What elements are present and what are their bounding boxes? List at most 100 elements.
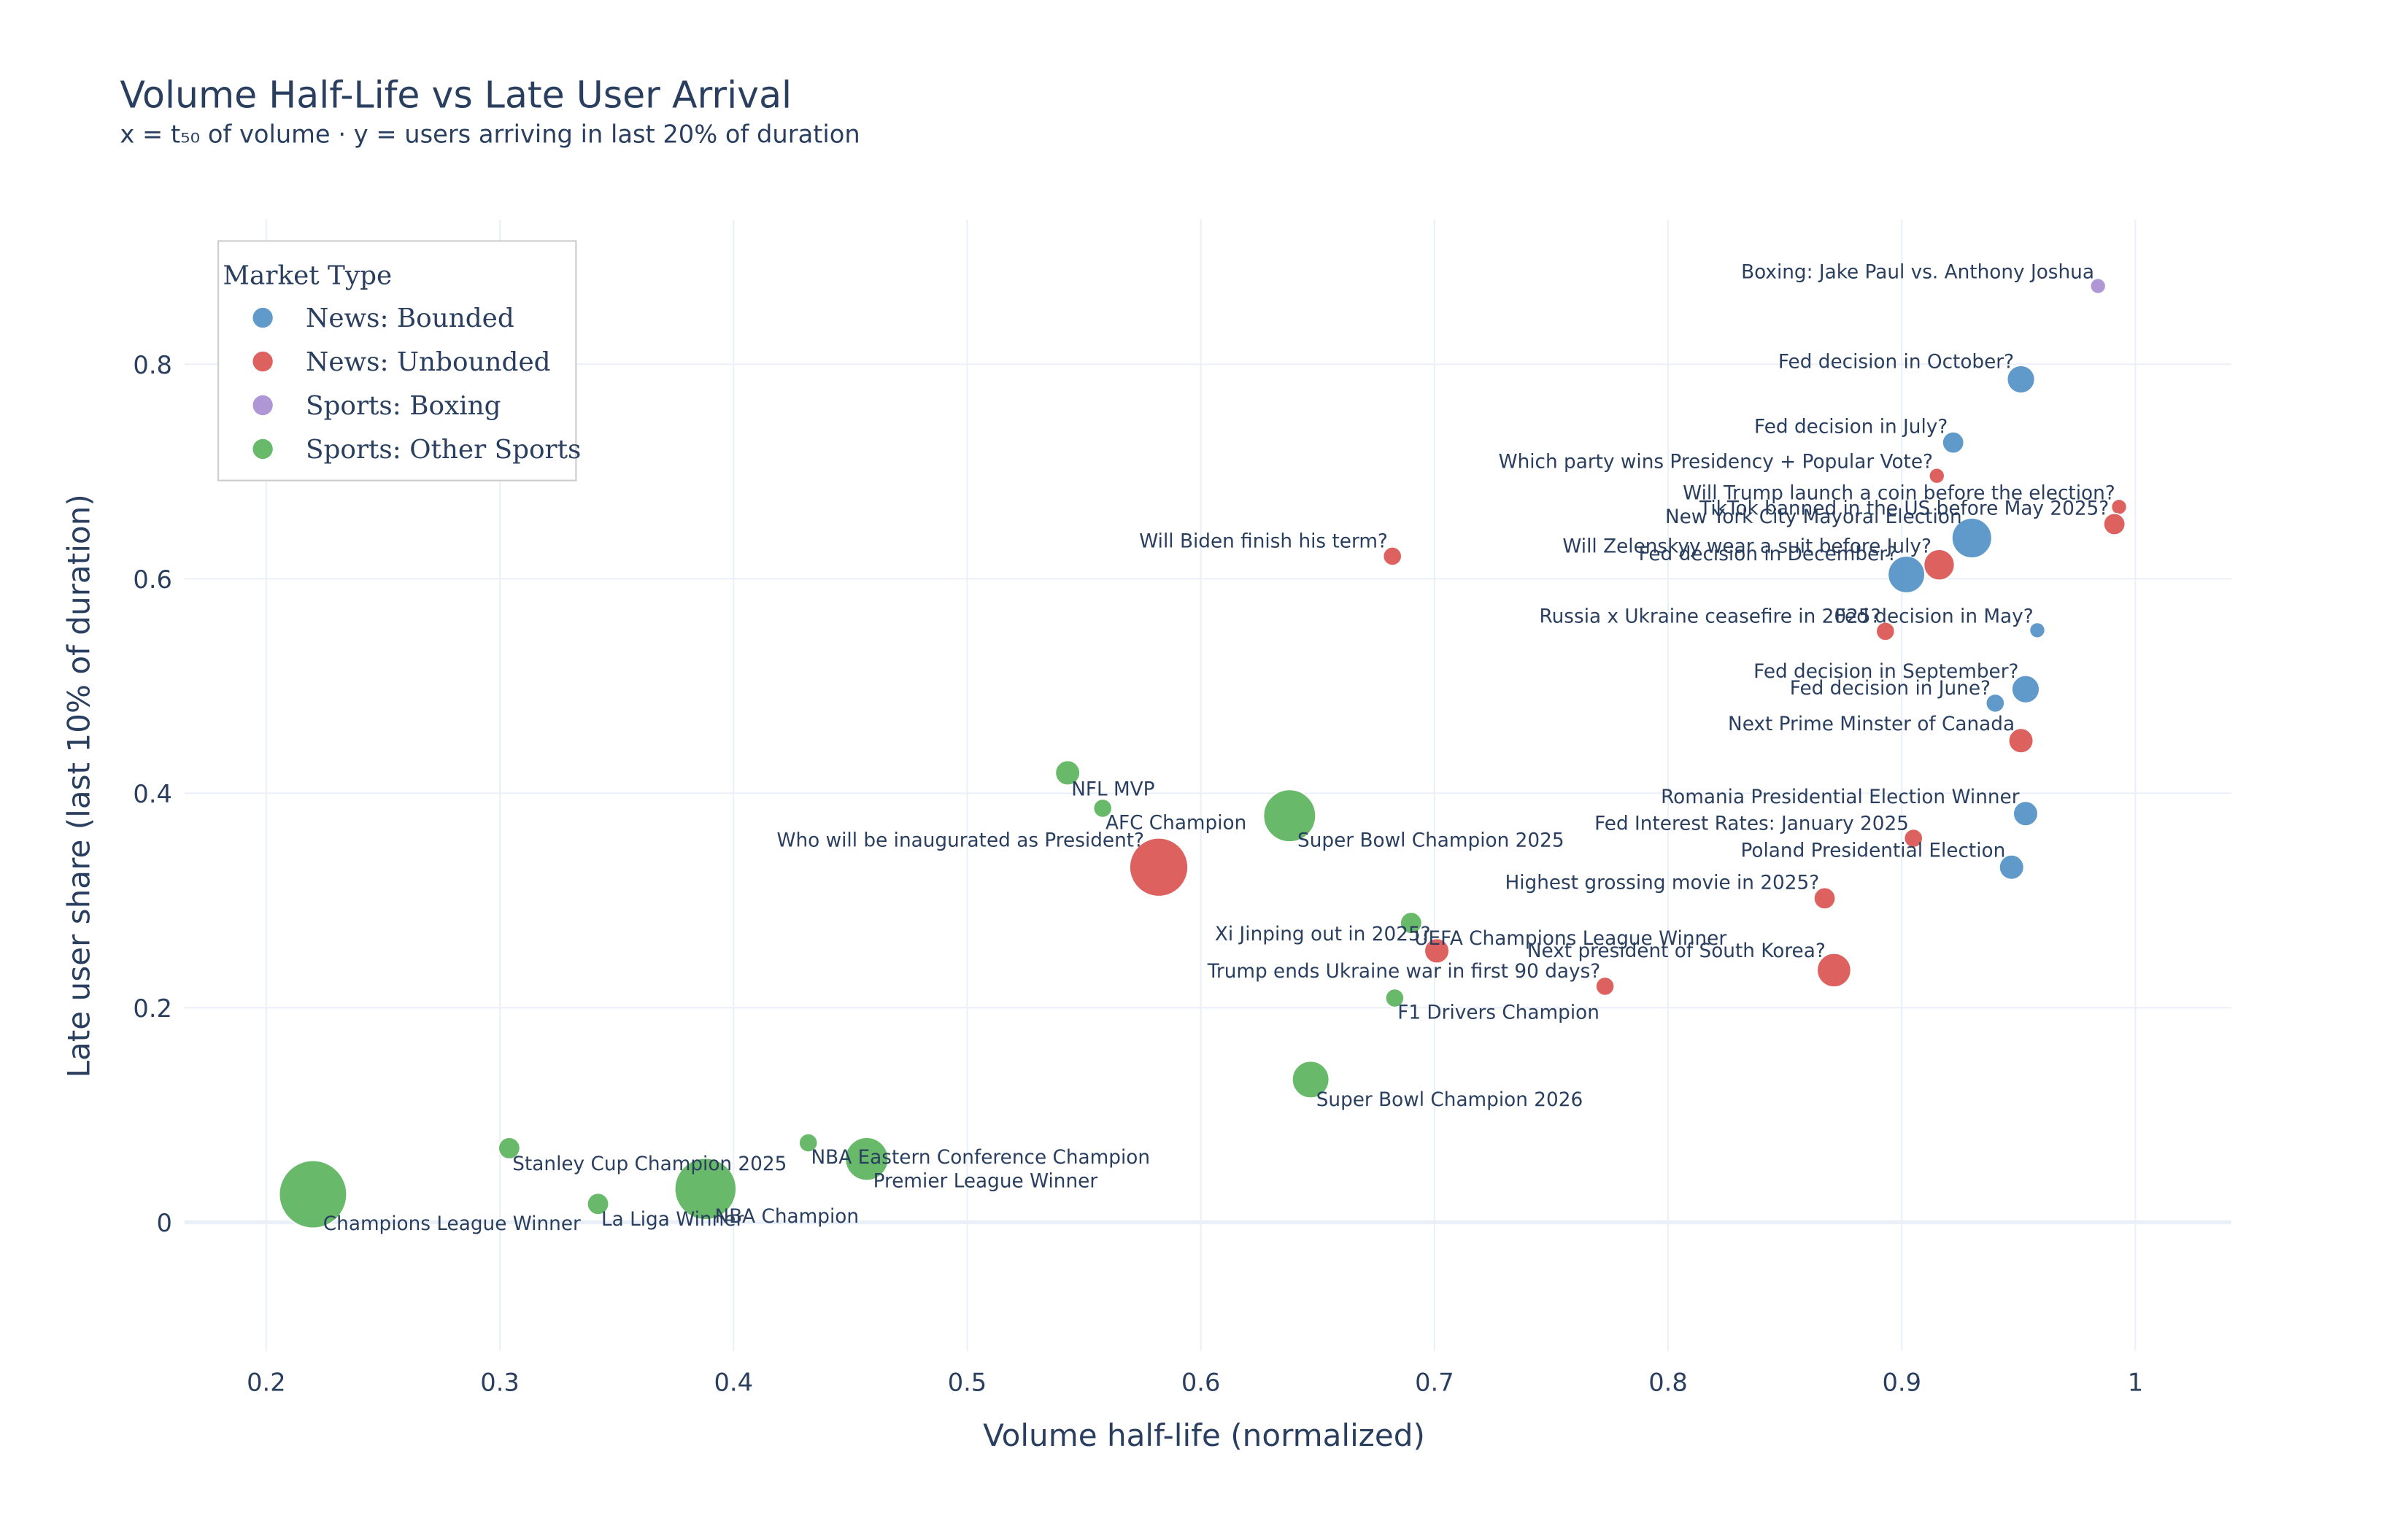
point-label: Next Prime Minster of Canada <box>1728 713 2015 735</box>
x-tick-label: 0.7 <box>1415 1368 1454 1396</box>
x-tick-label: 0.8 <box>1648 1368 1688 1396</box>
bubble <box>278 1159 348 1229</box>
bubble <box>1400 911 1423 935</box>
bubble <box>1092 798 1113 819</box>
x-tick-label: 0.4 <box>714 1368 753 1396</box>
point-label: Fed decision in May? <box>1834 606 2033 627</box>
bubble <box>674 1157 737 1220</box>
bubble <box>2013 800 2039 827</box>
point-label: TikTok banned in the US before May 2025? <box>1699 498 2109 519</box>
point-label: Next president of South Korea? <box>1527 940 1826 962</box>
bubble <box>798 1133 819 1153</box>
bubble <box>1928 467 1945 484</box>
chart-subtitle: x = t₅₀ of volume · y = users arriving i… <box>120 120 860 149</box>
legend-label: Sports: Other Sports <box>306 435 581 465</box>
bubble <box>1903 828 1923 848</box>
point-label: NBA Champion <box>714 1206 859 1228</box>
point-label: Fed decision in December? <box>1639 543 1897 565</box>
x-axis-title: Volume half-life (normalized) <box>983 1417 1425 1453</box>
y-tick-label: 0.6 <box>133 565 172 594</box>
point-label: Trump ends Ukraine war in first 90 days? <box>1207 961 1601 983</box>
point-labels: Fed decision in October? Fed decision in … <box>323 262 2115 1235</box>
bubble <box>1382 546 1402 566</box>
bubble <box>2011 674 2040 704</box>
y-tick-label: 0 <box>157 1209 172 1237</box>
legend-title: Market Type <box>223 260 392 290</box>
point-label: Boxing: Jake Paul vs. Anthony Joshua <box>1741 262 2094 284</box>
bubble <box>586 1192 610 1215</box>
y-tick-label: 0.8 <box>133 351 172 379</box>
bubble <box>2029 622 2046 639</box>
legend-label: News: Unbounded <box>306 347 550 377</box>
y-tick-label: 0.4 <box>133 780 172 808</box>
bubble <box>1262 789 1316 843</box>
bubble <box>1985 693 2005 713</box>
point-label: Premier League Winner <box>873 1170 1098 1192</box>
bubble <box>1875 621 1896 641</box>
points <box>278 277 2128 1229</box>
point-label: Will Trump launch a coin before the elec… <box>1683 482 2115 504</box>
point-label: La Liga Winner <box>601 1209 744 1231</box>
point-label: Romania Presidential Election Winner <box>1661 786 2020 808</box>
legend-marker <box>252 395 273 416</box>
point-label: Super Bowl Champion 2026 <box>1316 1089 1583 1111</box>
point-label: Xi Jinping out in 2025? <box>1215 924 1431 945</box>
x-tick-label: 0.6 <box>1181 1368 1221 1396</box>
bubble <box>1951 517 1993 559</box>
point-label: Poland Presidential Election <box>1740 840 2005 862</box>
bubble <box>1999 854 2025 881</box>
point-label: New York City Mayoral Election <box>1665 506 1962 528</box>
bubble <box>1942 431 1965 454</box>
point-label: Which party wins Presidency + Popular Vo… <box>1499 452 1933 473</box>
point-label: Fed decision in July? <box>1754 417 1948 438</box>
point-label: Russia x Ukraine ceasefire in 2025? <box>1540 606 1881 628</box>
legend-marker <box>252 307 273 328</box>
point-label: Fed decision in June? <box>1790 678 1991 700</box>
x-tick-label: 0.3 <box>480 1368 520 1396</box>
bubble <box>2007 727 2034 754</box>
bubble <box>1816 952 1852 988</box>
bubble <box>2089 277 2107 295</box>
y-tick-label: 0.2 <box>133 994 172 1023</box>
legend-label: Sports: Boxing <box>306 391 501 421</box>
point-label: Fed Interest Rates: January 2025 <box>1594 813 1909 835</box>
point-label: UEFA Champions League Winner <box>1414 928 1726 950</box>
legend: Market Type News: Bounded News: Unbounded S… <box>217 240 581 481</box>
point-label: F1 Drivers Champion <box>1397 1002 1599 1024</box>
point-label: NBA Eastern Conference Champion <box>811 1147 1151 1169</box>
x-tick-label: 0.9 <box>1882 1368 1921 1396</box>
bubble <box>1054 759 1081 786</box>
point-label: Super Bowl Champion 2025 <box>1297 830 1564 852</box>
bubble <box>1384 988 1405 1008</box>
point-label: Highest grossing movie in 2025? <box>1505 872 1819 894</box>
point-label: Champions League Winner <box>323 1213 581 1235</box>
bubble <box>1813 886 1837 910</box>
legend-label: News: Bounded <box>306 303 514 333</box>
bubble <box>1887 555 1926 594</box>
chart-title: Volume Half-Life vs Late User Arrival <box>120 73 792 116</box>
legend-marker <box>252 351 273 372</box>
legend-marker <box>252 438 273 460</box>
legend-box <box>217 240 577 481</box>
x-tick-label: 0.2 <box>247 1368 286 1396</box>
bubble <box>1129 837 1189 897</box>
point-label: Fed decision in September? <box>1753 661 2018 683</box>
point-label: Will Biden finish his term? <box>1139 531 1388 553</box>
bubble <box>844 1137 890 1181</box>
bubble <box>1292 1060 1330 1099</box>
x-tick-label: 1 <box>2128 1368 2143 1396</box>
point-label: Will Zelenskyy wear a suit before July? <box>1562 535 1932 557</box>
point-label: AFC Champion <box>1105 813 1246 835</box>
x-tick-label: 0.5 <box>948 1368 987 1396</box>
point-label: Fed decision in October? <box>1778 351 2014 373</box>
point-label: NFL MVP <box>1071 779 1154 801</box>
bubble <box>1923 549 1956 581</box>
point-label: Stanley Cup Champion 2025 <box>512 1153 787 1175</box>
bubble <box>2103 512 2126 535</box>
y-axis-title: Late user share (last 10% of duration) <box>61 494 96 1078</box>
point-label: Who will be inaugurated as President? <box>777 830 1145 852</box>
bubble <box>498 1137 521 1160</box>
bubble <box>1424 937 1450 964</box>
